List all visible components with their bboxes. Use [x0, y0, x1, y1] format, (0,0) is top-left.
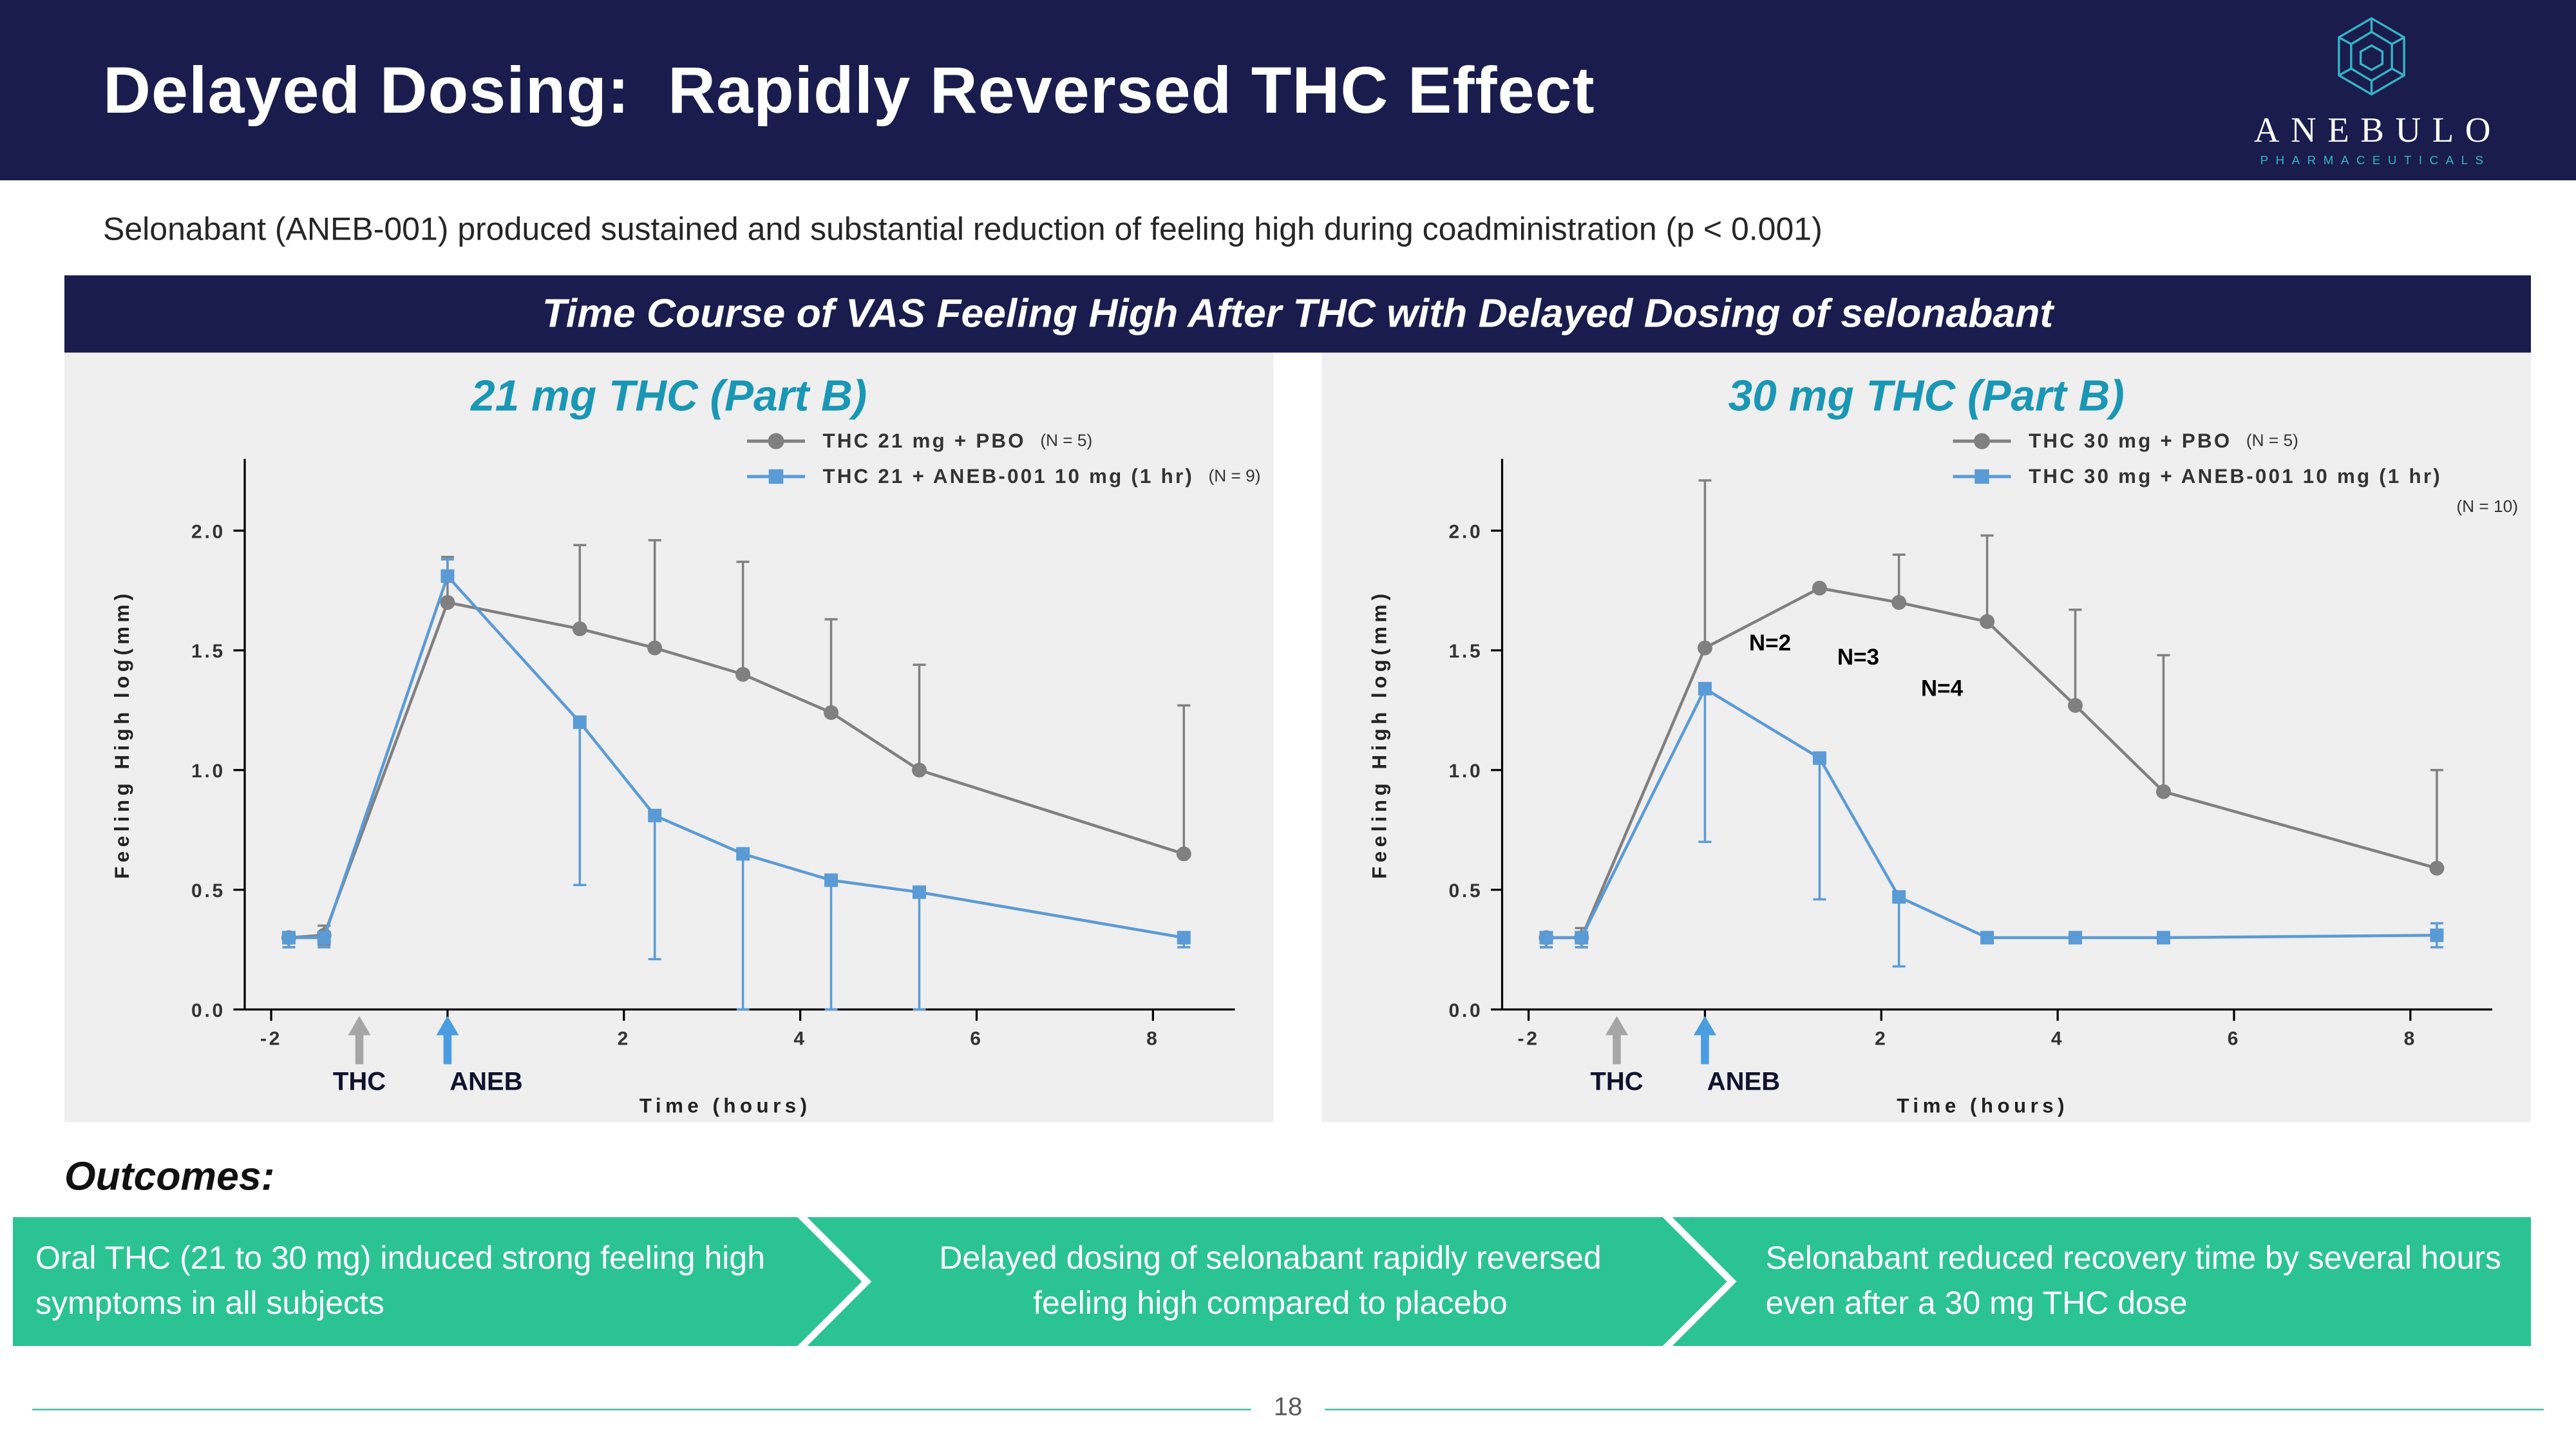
- anebulo-logo: ANEBULO PHARMACEUTICALS: [2242, 13, 2521, 167]
- svg-text:4: 4: [793, 1028, 806, 1050]
- footer-rule-right: [1325, 1408, 2544, 1410]
- legend-item-pbo: THC 21 mg + PBO (N = 5): [744, 430, 1261, 453]
- svg-text:6: 6: [970, 1028, 983, 1050]
- svg-text:0.0: 0.0: [191, 1000, 225, 1021]
- legend-item-aneb: THC 21 + ANEB-001 10 mg (1 hr) (N = 9): [744, 466, 1261, 488]
- legend-n-count: (N = 10): [2456, 497, 2518, 517]
- svg-text:2: 2: [1875, 1028, 1888, 1050]
- svg-text:-2: -2: [1517, 1028, 1539, 1050]
- svg-text:0.5: 0.5: [1449, 880, 1483, 902]
- outcome-banner-3: Selonabant reduced recovery time by seve…: [1672, 1217, 2531, 1346]
- series-1: [281, 558, 1191, 1011]
- chart-legend-21mg: THC 21 mg + PBO (N = 5) THC 21 + ANEB-00…: [744, 430, 1261, 488]
- series-1: [1539, 681, 2444, 968]
- outcome-text-1: Oral THC (21 to 30 mg) induced strong fe…: [35, 1241, 766, 1322]
- svg-text:0.5: 0.5: [191, 880, 225, 902]
- legend-n-count: (N = 9): [1208, 467, 1261, 486]
- svg-text:1.0: 1.0: [1449, 761, 1483, 782]
- svg-text:6: 6: [2228, 1028, 2240, 1050]
- svg-text:THC: THC: [333, 1068, 386, 1096]
- charts-row: 21 mg THC (Part B) THC 21 mg + PBO (N = …: [64, 352, 2531, 1122]
- chart-canvas-30mg: 0.0 0.5 1.0 1.5 2.0 -2 2 4 6 8 Time (hours) Feeling…: [1368, 459, 2492, 1117]
- svg-text:-2: -2: [260, 1028, 282, 1050]
- figure-header: Time Course of VAS Feeling High After TH…: [64, 275, 2531, 353]
- svg-text:N=3: N=3: [1837, 645, 1879, 670]
- chart-canvas-21mg: 0.0 0.5 1.0 1.5 2.0 -2 2 4 6 8 Time (hours) Feeling…: [111, 459, 1235, 1117]
- legend-n-count: (N = 5): [2246, 431, 2298, 451]
- svg-text:N=2: N=2: [1749, 630, 1791, 656]
- svg-text:ANEB: ANEB: [1707, 1068, 1780, 1096]
- slide-title: Delayed Dosing: Rapidly Reversed THC Eff…: [103, 52, 1595, 127]
- svg-text:2: 2: [618, 1028, 630, 1050]
- annotations: N=2 N=3 N=4: [1749, 630, 1964, 701]
- axes: 0.0 0.5 1.0 1.5 2.0 -2 2 4 6 8 Time (hours) Feeling…: [111, 459, 1235, 1117]
- chart-title-21mg: 21 mg THC (Part B): [471, 372, 867, 421]
- logo-name: ANEBULO: [2253, 109, 2502, 150]
- outcome-banner-2: Delayed dosing of selonabant rapidly rev…: [807, 1217, 1727, 1346]
- svg-text:N=4: N=4: [1921, 676, 1964, 701]
- chart-30mg-thc: 30 mg THC (Part B) THC 30 mg + PBO (N = …: [1321, 352, 2531, 1122]
- legend-marker-blue-square: [744, 466, 808, 488]
- svg-text:Time (hours): Time (hours): [1897, 1095, 2069, 1117]
- svg-text:2.0: 2.0: [1449, 521, 1483, 542]
- anebulo-logo-icon: [2329, 13, 2416, 108]
- svg-text:Feeling High log(mm): Feeling High log(mm): [1368, 589, 1391, 878]
- dose-arrows: THC ANEB: [1590, 1016, 1780, 1096]
- outcomes-heading: Outcomes:: [64, 1154, 275, 1200]
- header: Delayed Dosing: Rapidly Reversed THC Eff…: [0, 0, 2576, 180]
- legend-marker-gray-circle: [744, 430, 808, 453]
- figure-title: Time Course of VAS Feeling High After TH…: [542, 290, 2054, 336]
- chart-legend-30mg: THC 30 mg + PBO (N = 5) THC 30 mg + ANEB…: [1950, 430, 2518, 517]
- series-0: [281, 539, 1191, 949]
- legend-label: THC 30 mg + PBO: [2029, 430, 2232, 453]
- svg-text:4: 4: [2051, 1028, 2064, 1050]
- outcome-banners: Oral THC (21 to 30 mg) induced strong fe…: [13, 1217, 2531, 1346]
- footer-rule-left: [32, 1408, 1251, 1410]
- legend-label: THC 21 mg + PBO: [822, 430, 1026, 453]
- outcome-text-3: Selonabant reduced recovery time by seve…: [1765, 1241, 2501, 1322]
- axes: 0.0 0.5 1.0 1.5 2.0 -2 2 4 6 8 Time (hours) Feeling…: [1368, 459, 2492, 1117]
- legend-marker-gray-circle: [1950, 430, 2014, 453]
- footer: 18: [32, 1394, 2544, 1423]
- logo-subtext: PHARMACEUTICALS: [2260, 153, 2491, 168]
- svg-text:2.0: 2.0: [191, 521, 225, 542]
- svg-text:1.5: 1.5: [1449, 641, 1483, 662]
- chart-21mg-thc: 21 mg THC (Part B) THC 21 mg + PBO (N = …: [64, 352, 1274, 1122]
- svg-text:8: 8: [1146, 1028, 1159, 1050]
- dose-arrows: THC ANEB: [333, 1016, 523, 1096]
- svg-text:0.0: 0.0: [1449, 1000, 1483, 1021]
- legend-item-aneb: THC 30 mg + ANEB-001 10 mg (1 hr) (N = 1…: [1950, 466, 2518, 517]
- svg-text:ANEB: ANEB: [450, 1068, 522, 1096]
- chart-title-30mg: 30 mg THC (Part B): [1728, 372, 2125, 421]
- legend-n-count: (N = 5): [1040, 431, 1093, 451]
- legend-marker-blue-square: [1950, 466, 2014, 488]
- legend-label: THC 30 mg + ANEB-001 10 mg (1 hr): [2029, 465, 2442, 488]
- legend-item-pbo: THC 30 mg + PBO (N = 5): [1950, 430, 2518, 453]
- figure-panel: Time Course of VAS Feeling High After TH…: [64, 275, 2531, 1122]
- svg-text:Time (hours): Time (hours): [639, 1095, 811, 1117]
- outcome-banner-1: Oral THC (21 to 30 mg) induced strong fe…: [13, 1217, 862, 1346]
- svg-text:1.0: 1.0: [191, 761, 225, 782]
- svg-text:THC: THC: [1590, 1068, 1643, 1096]
- outcome-text-2: Delayed dosing of selonabant rapidly rev…: [939, 1241, 1602, 1322]
- svg-text:Feeling High log(mm): Feeling High log(mm): [111, 589, 133, 878]
- legend-label: THC 21 + ANEB-001 10 mg (1 hr): [822, 465, 1195, 488]
- subtitle: Selonabant (ANEB-001) produced sustained…: [103, 213, 1823, 248]
- svg-text:1.5: 1.5: [191, 641, 225, 662]
- page-number: 18: [1273, 1394, 1303, 1422]
- svg-text:8: 8: [2404, 1028, 2417, 1050]
- series-0: [1539, 479, 2445, 949]
